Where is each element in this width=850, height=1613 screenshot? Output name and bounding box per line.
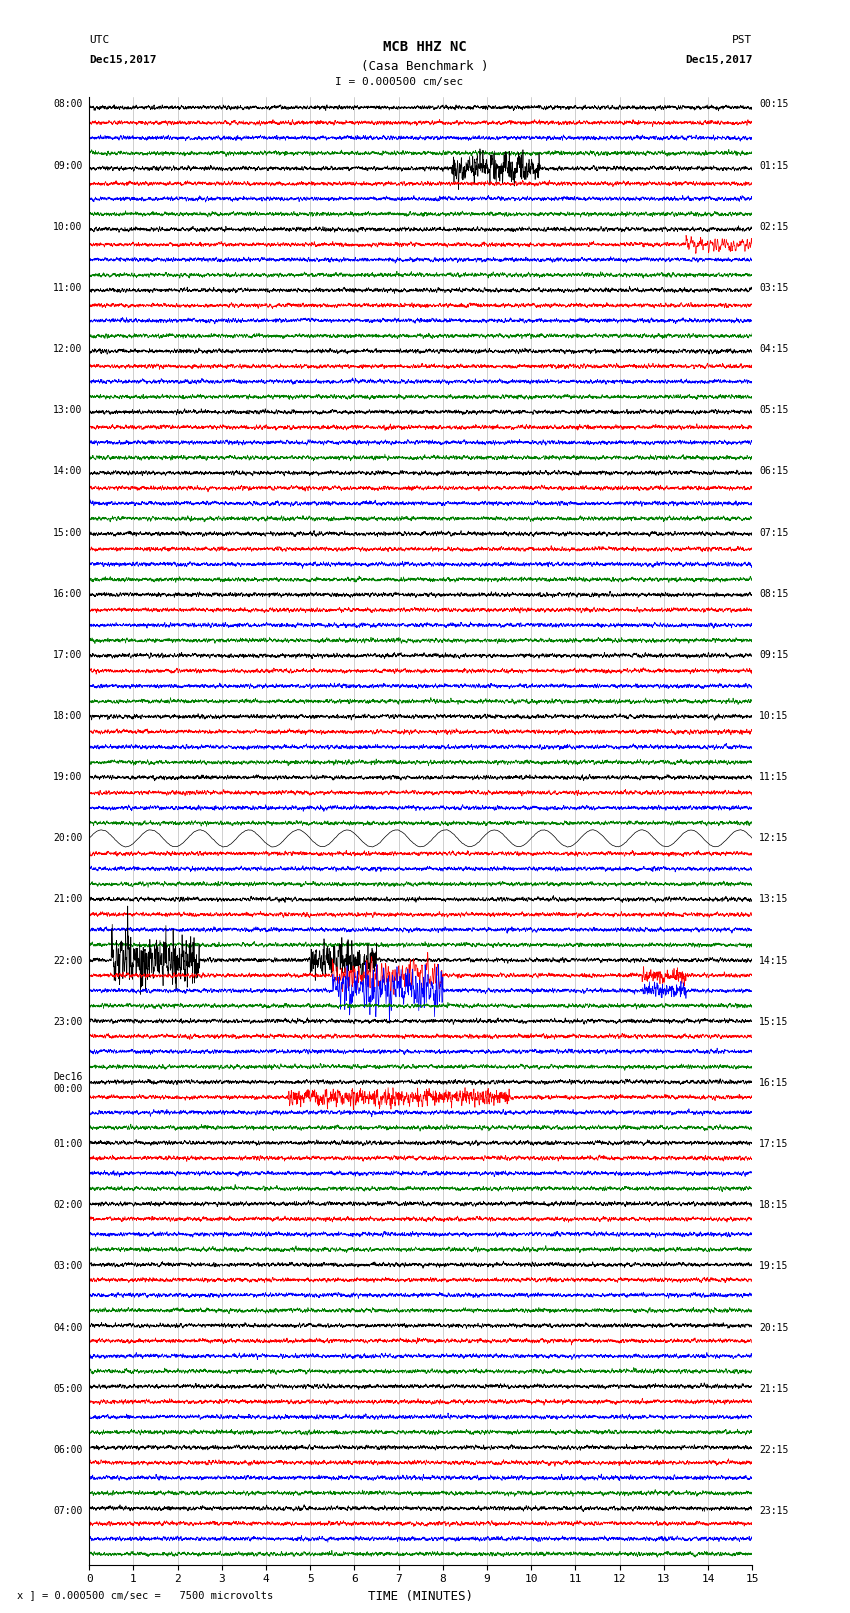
Text: 01:00: 01:00 (54, 1139, 82, 1148)
Text: 03:00: 03:00 (54, 1261, 82, 1271)
Text: 08:00: 08:00 (54, 100, 82, 110)
X-axis label: TIME (MINUTES): TIME (MINUTES) (368, 1590, 473, 1603)
Text: 05:00: 05:00 (54, 1384, 82, 1394)
Text: UTC: UTC (89, 35, 110, 45)
Text: 09:00: 09:00 (54, 161, 82, 171)
Text: 14:00: 14:00 (54, 466, 82, 476)
Text: 01:15: 01:15 (759, 161, 788, 171)
Text: 17:15: 17:15 (759, 1139, 788, 1148)
Text: 03:15: 03:15 (759, 282, 788, 294)
Text: 16:15: 16:15 (759, 1077, 788, 1089)
Text: MCB HHZ NC: MCB HHZ NC (383, 40, 467, 55)
Text: (Casa Benchmark ): (Casa Benchmark ) (361, 60, 489, 73)
Text: 15:00: 15:00 (54, 527, 82, 537)
Text: Dec15,2017: Dec15,2017 (89, 55, 156, 65)
Text: 14:15: 14:15 (759, 955, 788, 966)
Text: 23:00: 23:00 (54, 1016, 82, 1027)
Text: 15:15: 15:15 (759, 1016, 788, 1027)
Text: 18:00: 18:00 (54, 711, 82, 721)
Text: I = 0.000500 cm/sec: I = 0.000500 cm/sec (336, 77, 463, 87)
Text: 11:00: 11:00 (54, 282, 82, 294)
Text: 13:15: 13:15 (759, 895, 788, 905)
Text: PST: PST (732, 35, 752, 45)
Text: Dec16
00:00: Dec16 00:00 (54, 1073, 82, 1094)
Text: 23:15: 23:15 (759, 1507, 788, 1516)
Text: 20:00: 20:00 (54, 834, 82, 844)
Text: 08:15: 08:15 (759, 589, 788, 598)
Text: 10:15: 10:15 (759, 711, 788, 721)
Text: Dec15,2017: Dec15,2017 (685, 55, 752, 65)
Text: 19:00: 19:00 (54, 773, 82, 782)
Text: x ] = 0.000500 cm/sec =   7500 microvolts: x ] = 0.000500 cm/sec = 7500 microvolts (17, 1590, 273, 1600)
Text: 18:15: 18:15 (759, 1200, 788, 1210)
Text: 06:00: 06:00 (54, 1445, 82, 1455)
Text: 22:00: 22:00 (54, 955, 82, 966)
Text: 12:00: 12:00 (54, 344, 82, 355)
Text: 21:15: 21:15 (759, 1384, 788, 1394)
Text: 10:00: 10:00 (54, 221, 82, 232)
Text: 11:15: 11:15 (759, 773, 788, 782)
Text: 04:00: 04:00 (54, 1323, 82, 1332)
Text: 00:15: 00:15 (759, 100, 788, 110)
Text: 02:15: 02:15 (759, 221, 788, 232)
Text: 07:15: 07:15 (759, 527, 788, 537)
Text: 12:15: 12:15 (759, 834, 788, 844)
Text: 20:15: 20:15 (759, 1323, 788, 1332)
Text: 16:00: 16:00 (54, 589, 82, 598)
Text: 21:00: 21:00 (54, 895, 82, 905)
Text: 13:00: 13:00 (54, 405, 82, 415)
Text: 06:15: 06:15 (759, 466, 788, 476)
Text: 09:15: 09:15 (759, 650, 788, 660)
Text: 17:00: 17:00 (54, 650, 82, 660)
Text: 02:00: 02:00 (54, 1200, 82, 1210)
Text: 04:15: 04:15 (759, 344, 788, 355)
Text: 22:15: 22:15 (759, 1445, 788, 1455)
Text: 05:15: 05:15 (759, 405, 788, 415)
Text: 19:15: 19:15 (759, 1261, 788, 1271)
Text: 07:00: 07:00 (54, 1507, 82, 1516)
